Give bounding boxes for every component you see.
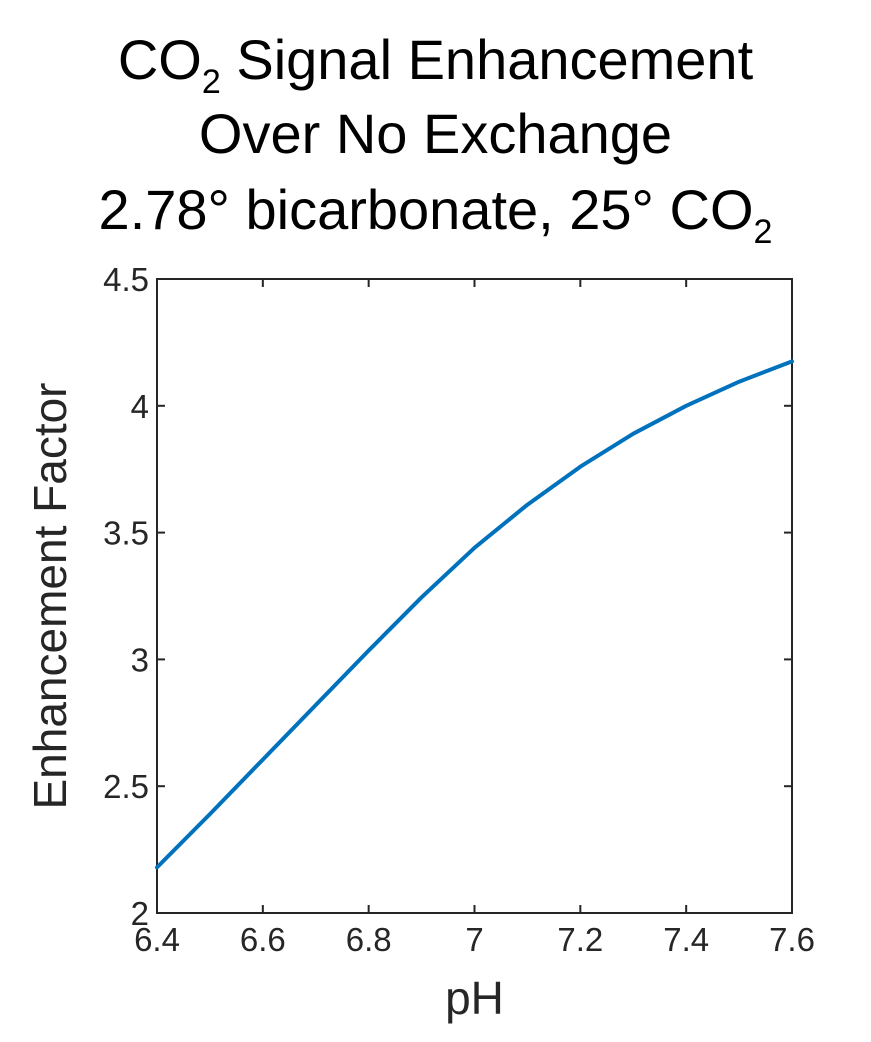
series-layer (155, 359, 794, 870)
x-tick-label: 7.2 (557, 921, 603, 958)
x-tick-label: 6.8 (346, 921, 392, 958)
x-tick-label: 7.6 (769, 921, 815, 958)
y-tick-label: 2.5 (103, 768, 149, 805)
plot-box (156, 278, 793, 914)
y-tick-label: 2 (131, 895, 149, 932)
x-axis-label: pH (445, 972, 504, 1024)
series-line-0 (155, 359, 794, 870)
y-axis-ticks: 2 2.5 3 3.5 4 4.5 (103, 261, 792, 932)
chart-title-line-1: CO2 Signal Enhancement (0, 28, 871, 99)
x-axis-ticks: 6.4 6.6 6.8 7 7.2 7.4 7.6 (134, 279, 815, 958)
title-co-text: CO (117, 28, 202, 91)
chart-title-line-2: Over No Exchange (198, 102, 673, 165)
y-tick-label: 3.5 (103, 515, 149, 552)
y-tick-label: 3 (131, 641, 149, 678)
x-tick-label: 6.6 (240, 921, 286, 958)
x-tick-label: 6.4 (134, 921, 180, 958)
y-axis-label: Enhancement Factor (24, 382, 76, 809)
y-tick-label: 4.5 (103, 261, 149, 298)
title-conditions-text: 2.78° bicarbonate, 25° CO (98, 178, 754, 241)
axes-frame (156, 278, 793, 914)
title-subscript: 2 (201, 63, 221, 101)
chart-title-line-3: 2.78° bicarbonate, 25° CO2 (0, 178, 871, 249)
x-tick-label: 7.4 (663, 921, 709, 958)
title-signal-text: Signal Enhancement (220, 28, 754, 91)
x-tick-label: 7 (465, 921, 483, 958)
title-subscript-2: 2 (753, 213, 773, 251)
y-tick-label: 4 (131, 388, 149, 425)
